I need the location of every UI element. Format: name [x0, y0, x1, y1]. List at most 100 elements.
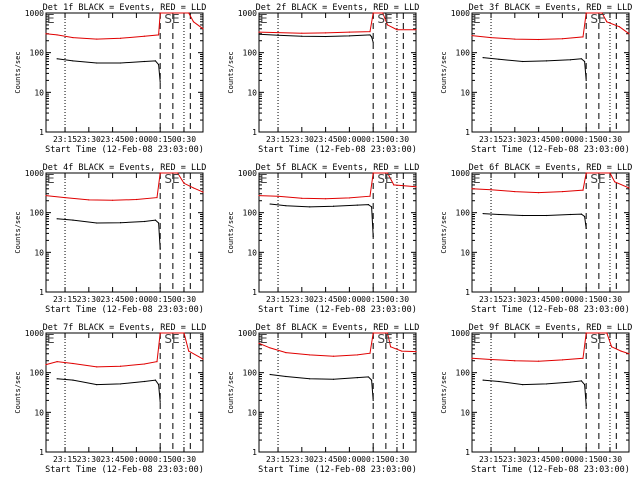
series-events	[482, 57, 587, 81]
x-tick-label: 00:15	[148, 295, 172, 304]
data-point	[370, 206, 373, 208]
data-point	[325, 35, 327, 38]
x-tick-label: 23:15	[53, 135, 77, 144]
y-tick-label: 1	[39, 448, 44, 457]
y-axis-label: Counts/sec	[440, 371, 448, 413]
y-tick-label: 10	[34, 408, 44, 417]
data-point	[490, 358, 492, 361]
data-point	[156, 196, 158, 199]
plot-frame	[258, 12, 417, 133]
x-tick-label: 00:00	[337, 455, 361, 464]
data-point	[277, 32, 279, 34]
data-point	[143, 380, 145, 383]
data-point	[372, 399, 374, 401]
data-point	[367, 376, 370, 378]
marker-label-se: SE	[377, 332, 392, 346]
x-tick-label: 23:30	[290, 455, 314, 464]
data-point	[370, 36, 373, 38]
data-point	[522, 214, 524, 217]
data-point	[96, 62, 98, 64]
x-tick-label: 23:15	[266, 455, 290, 464]
x-tick-label: 00:30	[598, 295, 622, 304]
series-lld	[45, 332, 204, 368]
data-point	[415, 186, 417, 188]
y-tick-label: 100	[243, 369, 258, 378]
y-tick-label: 10	[247, 88, 257, 97]
x-tick-label: 00:30	[385, 295, 409, 304]
data-point	[258, 33, 260, 35]
data-point	[369, 195, 371, 197]
data-point	[356, 204, 358, 206]
series-line-events	[483, 213, 587, 229]
data-point	[620, 350, 622, 352]
data-point	[157, 34, 160, 36]
x-tick-label: 00:15	[361, 295, 385, 304]
x-tick-label: 00:30	[385, 455, 409, 464]
marker-label-se: SE	[164, 12, 179, 26]
data-point	[72, 362, 74, 365]
data-point	[157, 64, 160, 66]
x-tick-label: 00:00	[124, 135, 148, 144]
data-point	[269, 347, 271, 349]
data-point	[159, 332, 161, 334]
panel-title: Det 1f BLACK = Events, RED = LLD	[43, 3, 207, 13]
data-point	[538, 360, 540, 362]
detector-panel-7: Det 7f BLACK = Events, RED = LLD 1 10 100 10…	[14, 323, 206, 475]
data-point	[332, 355, 335, 357]
data-point	[258, 31, 260, 33]
data-point	[156, 361, 158, 363]
x-tick-label: 23:30	[77, 455, 101, 464]
data-point	[96, 38, 98, 40]
data-point	[202, 358, 204, 360]
y-axis-label: Counts/sec	[14, 51, 22, 93]
plot-frame	[45, 12, 204, 133]
marker-label-se: SE	[164, 332, 179, 346]
data-point	[159, 81, 161, 83]
x-tick-label: 00:30	[385, 135, 409, 144]
plot-frame	[45, 332, 204, 453]
marker-label-e: E	[47, 172, 55, 186]
data-point	[609, 172, 611, 174]
x-tick-label: 23:45	[101, 295, 125, 304]
data-point	[96, 222, 98, 224]
marker-label-e: E	[473, 12, 481, 26]
x-axis-label: Start Time (12-Feb-08 23:03:00)	[45, 145, 204, 155]
data-point	[269, 373, 271, 376]
detector-panel-6: Det 6f BLACK = Events, RED = LLD 1 10 100 10…	[440, 163, 632, 315]
marker-label-e: E	[47, 12, 55, 26]
data-point	[482, 379, 484, 381]
y-tick-label: 100	[30, 369, 45, 378]
data-point	[569, 59, 571, 61]
data-point	[157, 222, 160, 224]
data-point	[119, 37, 122, 39]
x-tick-label: 23:15	[266, 295, 290, 304]
series-line-events	[483, 379, 587, 406]
data-point	[514, 190, 516, 193]
x-tick-label: 23:30	[503, 295, 527, 304]
data-point	[628, 33, 630, 35]
data-point	[490, 189, 492, 191]
x-tick-label: 23:15	[479, 295, 503, 304]
data-point	[285, 205, 287, 207]
data-point	[72, 379, 74, 381]
data-point	[585, 404, 587, 406]
panel-title: Det 6f BLACK = Events, RED = LLD	[469, 163, 633, 173]
plot-frame	[258, 172, 417, 293]
data-point	[582, 36, 584, 38]
data-point	[372, 41, 374, 44]
data-point	[393, 184, 395, 186]
data-point	[471, 357, 473, 359]
x-tick-label: 23:30	[77, 295, 101, 304]
y-tick-label: 10	[460, 408, 470, 417]
series-events	[258, 33, 374, 44]
y-axis-label: Counts/sec	[227, 371, 235, 413]
series-lld	[471, 332, 630, 362]
x-tick-label: 00:00	[124, 455, 148, 464]
x-axis-label: Start Time (12-Feb-08 23:03:00)	[258, 145, 417, 155]
marker-label-se: SE	[590, 172, 605, 186]
data-point	[401, 350, 403, 352]
data-point	[258, 342, 260, 344]
data-point	[188, 12, 190, 14]
series-lld	[471, 12, 630, 41]
y-tick-label: 1	[252, 288, 257, 297]
